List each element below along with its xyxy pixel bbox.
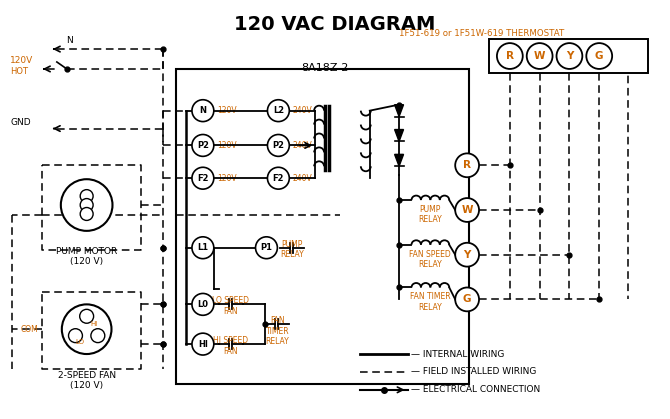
Text: 8A18Z-2: 8A18Z-2 bbox=[302, 63, 349, 73]
Text: PUMP
RELAY: PUMP RELAY bbox=[419, 205, 442, 225]
Circle shape bbox=[192, 237, 214, 259]
Circle shape bbox=[61, 179, 113, 231]
Text: W: W bbox=[534, 51, 545, 61]
Circle shape bbox=[80, 309, 94, 323]
Text: HOT: HOT bbox=[10, 67, 28, 76]
Text: N: N bbox=[66, 36, 73, 45]
Circle shape bbox=[80, 207, 93, 220]
Circle shape bbox=[62, 304, 111, 354]
Text: L2: L2 bbox=[273, 106, 284, 115]
Text: 240V: 240V bbox=[292, 174, 312, 183]
Circle shape bbox=[68, 328, 82, 343]
Circle shape bbox=[497, 43, 523, 69]
Text: HI: HI bbox=[198, 340, 208, 349]
Circle shape bbox=[80, 199, 93, 212]
Bar bbox=[176, 69, 469, 384]
Text: Y: Y bbox=[464, 250, 471, 260]
Text: W: W bbox=[462, 205, 473, 215]
Text: G: G bbox=[463, 295, 472, 304]
Text: (120 V): (120 V) bbox=[70, 381, 103, 390]
Text: (120 V): (120 V) bbox=[70, 257, 103, 266]
Bar bbox=[489, 39, 648, 73]
Text: P2: P2 bbox=[273, 141, 284, 150]
Circle shape bbox=[527, 43, 553, 69]
Polygon shape bbox=[395, 105, 403, 116]
Text: 120V: 120V bbox=[217, 106, 237, 115]
Text: HI SPEED
FAN: HI SPEED FAN bbox=[213, 336, 249, 356]
Circle shape bbox=[586, 43, 612, 69]
Circle shape bbox=[80, 190, 93, 202]
Circle shape bbox=[455, 287, 479, 311]
Circle shape bbox=[192, 293, 214, 315]
Text: 120V: 120V bbox=[217, 174, 237, 183]
Text: — ELECTRICAL CONNECTION: — ELECTRICAL CONNECTION bbox=[411, 385, 541, 394]
Text: 120V: 120V bbox=[10, 56, 34, 65]
Text: P2: P2 bbox=[197, 141, 209, 150]
Text: — INTERNAL WIRING: — INTERNAL WIRING bbox=[411, 349, 505, 359]
Text: 240V: 240V bbox=[292, 141, 312, 150]
Text: P1: P1 bbox=[261, 243, 273, 252]
Polygon shape bbox=[395, 154, 403, 166]
Text: GND: GND bbox=[10, 118, 31, 127]
Circle shape bbox=[267, 100, 289, 122]
Text: N: N bbox=[200, 106, 206, 115]
Text: R: R bbox=[506, 51, 514, 61]
Text: F2: F2 bbox=[197, 174, 208, 183]
Text: COM: COM bbox=[20, 325, 38, 334]
Text: LO SPEED
FAN: LO SPEED FAN bbox=[212, 296, 249, 316]
Circle shape bbox=[192, 167, 214, 189]
Text: L1: L1 bbox=[198, 243, 208, 252]
Text: FAN
TIMER
RELAY: FAN TIMER RELAY bbox=[265, 316, 289, 346]
Text: 1F51-619 or 1F51W-619 THERMOSTAT: 1F51-619 or 1F51W-619 THERMOSTAT bbox=[399, 29, 564, 38]
Text: PUMP
RELAY: PUMP RELAY bbox=[281, 240, 304, 259]
Circle shape bbox=[455, 243, 479, 266]
Text: 120V: 120V bbox=[217, 141, 237, 150]
Text: LO: LO bbox=[75, 339, 84, 345]
Circle shape bbox=[192, 333, 214, 355]
Polygon shape bbox=[395, 129, 403, 142]
Text: 120 VAC DIAGRAM: 120 VAC DIAGRAM bbox=[234, 16, 436, 34]
Text: 240V: 240V bbox=[292, 106, 312, 115]
Circle shape bbox=[557, 43, 582, 69]
Text: — FIELD INSTALLED WIRING: — FIELD INSTALLED WIRING bbox=[411, 367, 537, 376]
Text: Y: Y bbox=[565, 51, 573, 61]
Text: 2-SPEED FAN: 2-SPEED FAN bbox=[58, 371, 116, 380]
Text: F2: F2 bbox=[273, 174, 284, 183]
Circle shape bbox=[192, 100, 214, 122]
Text: L0: L0 bbox=[198, 300, 208, 309]
Circle shape bbox=[455, 198, 479, 222]
Text: G: G bbox=[595, 51, 604, 61]
Circle shape bbox=[91, 328, 105, 343]
Circle shape bbox=[267, 167, 289, 189]
Text: HI: HI bbox=[90, 321, 97, 327]
Text: FAN SPEED
RELAY: FAN SPEED RELAY bbox=[409, 250, 451, 269]
Circle shape bbox=[267, 134, 289, 156]
Circle shape bbox=[192, 134, 214, 156]
Text: R: R bbox=[463, 160, 471, 170]
Text: PUMP MOTOR: PUMP MOTOR bbox=[56, 247, 117, 256]
Circle shape bbox=[255, 237, 277, 259]
Text: FAN TIMER
RELAY: FAN TIMER RELAY bbox=[410, 292, 451, 312]
Circle shape bbox=[455, 153, 479, 177]
